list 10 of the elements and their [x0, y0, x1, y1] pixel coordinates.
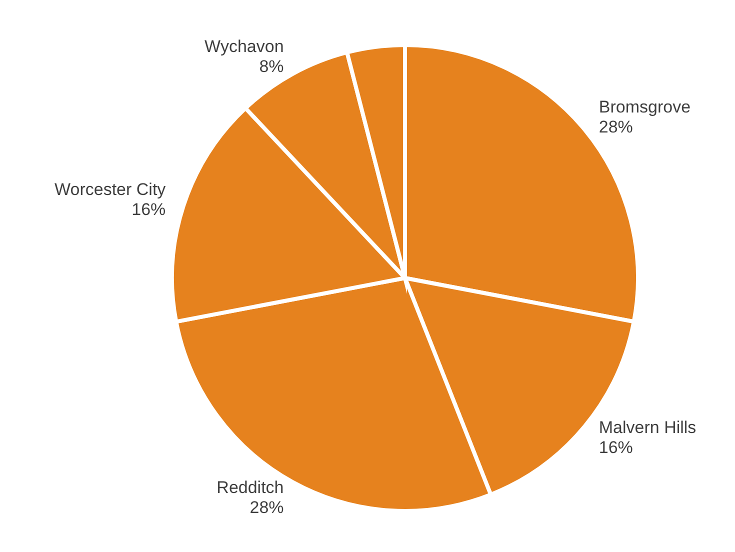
slice-label: Redditch: [216, 478, 284, 498]
slice-label: Bromsgrove: [598, 97, 691, 116]
data-label: 16%: [132, 200, 166, 219]
slice-label: Wychavon: [204, 37, 284, 56]
data-label: 28%: [250, 498, 284, 518]
data-label: 8%: [259, 57, 284, 76]
slice-label: Malvern Hills: [598, 418, 696, 438]
data-label: 16%: [598, 438, 633, 458]
data-label: 28%: [598, 117, 633, 136]
slice-label: Worcester City: [54, 180, 166, 199]
